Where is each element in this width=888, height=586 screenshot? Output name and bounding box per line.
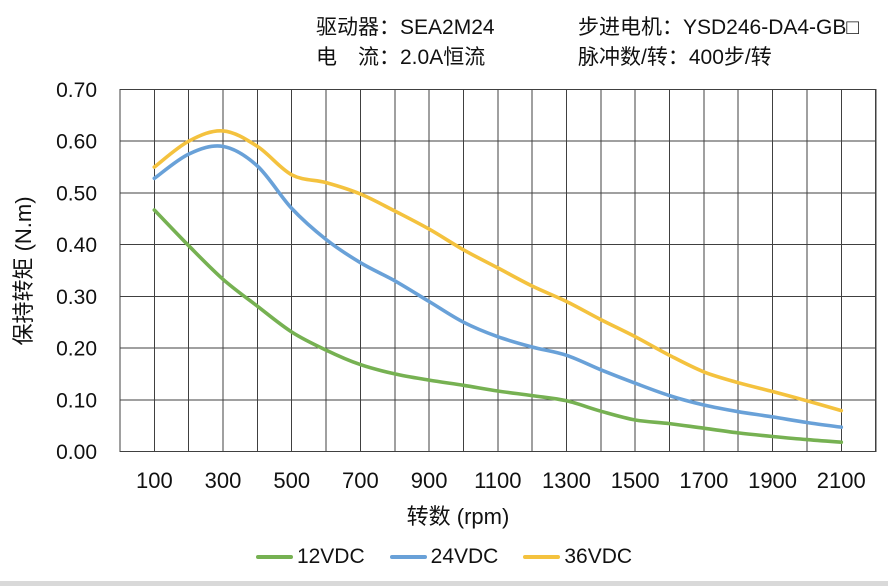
- axis-tick-labels: 100 300 500 700 900 1100 1300 1500 1700 1900 2100 0…: [56, 79, 866, 493]
- curves: [152, 129, 844, 444]
- x-tick-label: 1100: [474, 468, 521, 493]
- legend-label: 36VDC: [564, 545, 633, 568]
- y-tick-label: 0.40: [56, 234, 97, 257]
- x-tick-label: 2100: [817, 468, 866, 493]
- legend-item-24vdc: 24VDC: [389, 545, 499, 569]
- x-tick-label: 1500: [611, 468, 660, 493]
- y-tick-label: 0.00: [56, 441, 97, 464]
- legend-item-12vdc: 12VDC: [255, 545, 365, 569]
- legend-swatch-12vdc: [255, 555, 293, 559]
- x-tick-label: 1700: [679, 468, 728, 493]
- header-right-column: 步进电机：YSD246-DA4-GB□ 脉冲数/转：400步/转: [578, 13, 859, 73]
- y-tick-label: 0.60: [56, 131, 97, 154]
- series-line-36vdc: [152, 129, 844, 413]
- legend-label: 24VDC: [430, 545, 499, 568]
- pulses-per-rev-label: 脉冲数/转：400步/转: [578, 46, 772, 69]
- legend-item-36vdc: 36VDC: [523, 545, 632, 569]
- x-tick-label: 500: [273, 468, 310, 493]
- torque-speed-chart: 100 300 500 700 900 1100 1300 1500 1700 1900 2100 0…: [11, 79, 877, 529]
- x-tick-label: 100: [136, 468, 173, 493]
- chart-header: 驱动器：SEA2M24 电 流：2.0A恒流 步进电机：YSD246-DA4-G…: [0, 13, 888, 77]
- driver-label: 驱动器：SEA2M24: [316, 16, 495, 39]
- legend-swatch-36vdc: [523, 555, 561, 559]
- x-tick-label: 1900: [748, 468, 797, 493]
- x-tick-label: 700: [342, 468, 379, 493]
- chart-legend: 12VDC 24VDC 36VDC: [0, 541, 888, 573]
- series-line-12vdc: [152, 208, 844, 444]
- x-tick-label: 300: [205, 468, 242, 493]
- y-tick-label: 0.50: [56, 182, 97, 205]
- grid-lines: [119, 88, 877, 453]
- series-line-24vdc: [152, 144, 844, 429]
- y-tick-label: 0.70: [56, 79, 97, 102]
- current-label: 电 流：2.0A恒流: [316, 46, 486, 69]
- header-left-column: 驱动器：SEA2M24 电 流：2.0A恒流: [316, 13, 495, 73]
- plot-border: [119, 88, 877, 453]
- y-tick-label: 0.30: [56, 286, 97, 309]
- motor-model-label: 步进电机：YSD246-DA4-GB□: [578, 16, 860, 39]
- legend-swatch-24vdc: [389, 555, 427, 559]
- y-tick-label: 0.20: [56, 338, 97, 361]
- legend-label: 12VDC: [296, 545, 365, 568]
- x-tick-label: 1300: [542, 468, 591, 493]
- y-tick-label: 0.10: [56, 389, 97, 412]
- bottom-window-edge: [0, 581, 888, 586]
- x-tick-label: 900: [411, 468, 448, 493]
- y-axis-title: 保持转矩 (N.m): [11, 196, 36, 345]
- x-axis-title: 转数 (rpm): [407, 504, 510, 529]
